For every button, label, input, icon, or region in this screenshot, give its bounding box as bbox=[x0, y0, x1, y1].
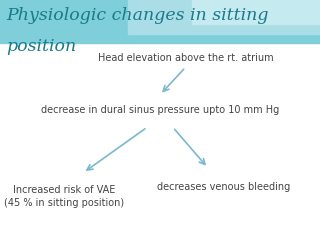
Bar bbox=[0, 0, 320, 43]
Text: decrease in dural sinus pressure upto 10 mm Hg: decrease in dural sinus pressure upto 10… bbox=[41, 105, 279, 115]
Bar bbox=[192, 0, 320, 24]
Text: Head elevation above the rt. atrium: Head elevation above the rt. atrium bbox=[98, 53, 273, 63]
Text: decreases venous bleeding: decreases venous bleeding bbox=[157, 182, 291, 192]
Text: position: position bbox=[6, 38, 77, 55]
Bar bbox=[128, 0, 320, 34]
Text: Physiologic changes in sitting: Physiologic changes in sitting bbox=[6, 7, 269, 24]
Text: Increased risk of VAE
(45 % in sitting position): Increased risk of VAE (45 % in sitting p… bbox=[4, 185, 124, 208]
